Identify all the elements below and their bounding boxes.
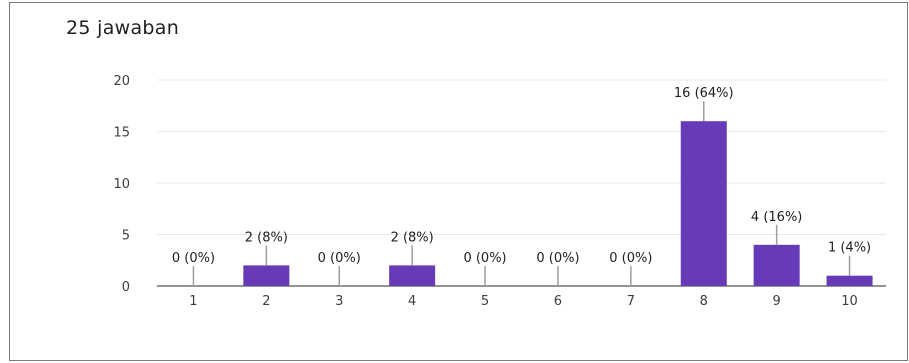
data-label: 1 (4%) [828,241,871,256]
bar [389,265,436,286]
data-label: 2 (8%) [245,230,288,245]
response-chart-card [9,2,908,361]
data-label: 4 (16%) [751,210,802,225]
x-tick-label: 7 [627,294,635,309]
y-tick-label: 5 [122,229,130,244]
data-label: 0 (0%) [463,251,506,266]
bar [680,121,727,286]
x-tick-label: 4 [408,294,416,309]
data-label: 16 (64%) [674,86,734,101]
x-tick-label: 8 [700,294,708,309]
x-tick-label: 10 [841,294,858,309]
x-tick-label: 6 [554,294,562,309]
data-label: 2 (8%) [391,230,434,245]
y-tick-label: 15 [113,126,130,141]
x-tick-label: 1 [189,294,197,309]
x-tick-label: 3 [335,294,343,309]
x-tick-label: 9 [773,294,781,309]
data-label: 0 (0%) [172,251,215,266]
y-tick-label: 0 [122,280,130,295]
bar [826,275,873,286]
data-label: 0 (0%) [609,251,652,266]
x-tick-label: 2 [262,294,270,309]
x-tick-label: 5 [481,294,489,309]
data-label: 0 (0%) [536,251,579,266]
bar [753,244,800,286]
bar [243,265,290,286]
data-label: 0 (0%) [318,251,361,266]
y-tick-label: 10 [113,177,130,192]
y-tick-label: 20 [113,74,130,89]
response-count: 25 jawaban [66,17,180,39]
